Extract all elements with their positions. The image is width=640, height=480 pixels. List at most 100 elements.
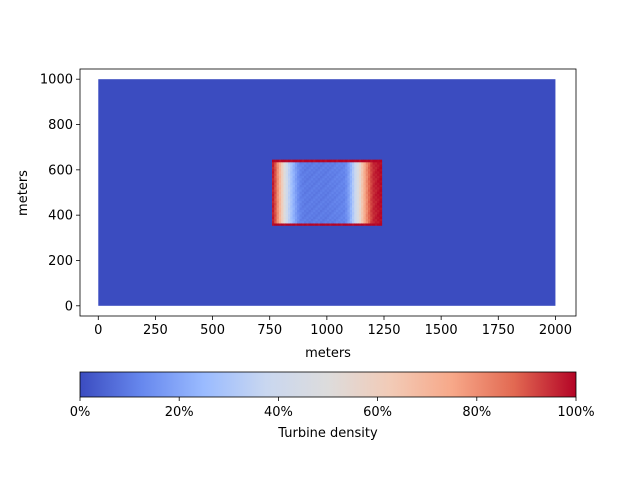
heatmap-cell bbox=[283, 209, 287, 213]
heatmap-cell bbox=[372, 166, 376, 170]
heatmap-farm-cells bbox=[272, 159, 383, 226]
heatmap-cell bbox=[338, 211, 341, 215]
heatmap-cell bbox=[324, 164, 328, 167]
heatmap-cell bbox=[340, 198, 344, 201]
heatmap-cell bbox=[342, 161, 346, 165]
heatmap-cell bbox=[274, 214, 277, 217]
heatmap-cell bbox=[358, 186, 362, 190]
heatmap-cell bbox=[370, 161, 373, 165]
heatmap-cell bbox=[340, 159, 344, 163]
heatmap-cell bbox=[340, 175, 344, 179]
heatmap-cell bbox=[304, 223, 307, 226]
heatmap-cell bbox=[304, 209, 307, 213]
heatmap-cell bbox=[358, 207, 362, 210]
heatmap-cell bbox=[379, 211, 383, 215]
heatmap-cell bbox=[370, 193, 373, 197]
heatmap-cell bbox=[304, 175, 307, 179]
heatmap-cell bbox=[331, 166, 335, 170]
heatmap-cell bbox=[297, 204, 300, 208]
heatmap-cell bbox=[317, 216, 321, 219]
heatmap-cell bbox=[290, 218, 293, 222]
heatmap-cell bbox=[281, 191, 284, 195]
heatmap-cell bbox=[276, 180, 280, 183]
heatmap-cell bbox=[288, 223, 291, 226]
heatmap-cell bbox=[372, 220, 376, 224]
heatmap-cell bbox=[276, 202, 280, 206]
heatmap-cell bbox=[276, 182, 280, 185]
heatmap-cell bbox=[299, 168, 303, 172]
heatmap-cell bbox=[342, 195, 346, 199]
heatmap-cell bbox=[374, 168, 378, 172]
heatmap-cell bbox=[297, 193, 300, 197]
heatmap-cell bbox=[322, 175, 325, 179]
heatmap-cell bbox=[322, 220, 325, 224]
heatmap-cell bbox=[370, 200, 373, 204]
heatmap-cell bbox=[313, 216, 316, 219]
heatmap-cell bbox=[313, 211, 316, 215]
heatmap-cell bbox=[308, 204, 312, 208]
heatmap-cell bbox=[358, 202, 362, 206]
heatmap-cell bbox=[333, 175, 337, 179]
heatmap-cell bbox=[368, 175, 371, 179]
heatmap-cell bbox=[361, 177, 364, 181]
heatmap-cell bbox=[272, 180, 275, 183]
heatmap-cell bbox=[320, 216, 323, 219]
heatmap-cell bbox=[358, 195, 362, 199]
heatmap-cell bbox=[324, 216, 328, 219]
colorbar-gradient bbox=[79, 371, 577, 398]
heatmap-cell bbox=[283, 193, 287, 197]
heatmap-cell bbox=[347, 180, 351, 183]
heatmap-cell bbox=[326, 161, 330, 165]
heatmap-cell bbox=[276, 220, 280, 224]
colorbar-tick-label: 0% bbox=[70, 405, 91, 420]
heatmap-cell bbox=[354, 214, 357, 217]
heatmap-cell bbox=[292, 204, 296, 208]
heatmap-cell bbox=[304, 182, 307, 185]
heatmap-cell bbox=[361, 182, 364, 185]
heatmap-cell bbox=[333, 209, 337, 213]
heatmap-cell bbox=[308, 180, 312, 183]
heatmap-cell bbox=[333, 159, 337, 163]
heatmap-cell bbox=[365, 198, 369, 201]
heatmap-cell bbox=[299, 214, 303, 217]
colorbar-tick-label: 60% bbox=[363, 405, 392, 420]
heatmap-cell bbox=[340, 168, 344, 172]
heatmap-cell bbox=[308, 220, 312, 224]
heatmap-cell bbox=[331, 220, 335, 224]
heatmap-cell bbox=[342, 164, 346, 167]
heatmap-cell bbox=[317, 159, 321, 163]
heatmap-cell bbox=[349, 195, 353, 199]
heatmap-cell bbox=[292, 182, 296, 185]
heatmap-cell bbox=[363, 159, 367, 163]
heatmap-cell bbox=[308, 173, 312, 176]
heatmap-cell bbox=[338, 218, 341, 222]
heatmap-cell bbox=[315, 193, 319, 197]
heatmap-cell bbox=[333, 164, 337, 167]
heatmap-cell bbox=[297, 166, 300, 170]
heatmap-cell bbox=[329, 211, 332, 215]
heatmap-cell bbox=[333, 214, 337, 217]
heatmap-cell bbox=[340, 173, 344, 176]
heatmap-cell bbox=[377, 223, 380, 226]
heatmap-cell bbox=[342, 175, 346, 179]
heatmap-cell bbox=[315, 223, 319, 226]
heatmap-cell bbox=[349, 209, 353, 213]
heatmap-cell bbox=[356, 166, 360, 170]
heatmap-cell bbox=[294, 184, 298, 188]
heatmap-cell bbox=[281, 168, 284, 172]
heatmap-cell bbox=[379, 207, 383, 210]
heatmap-cell bbox=[324, 168, 328, 172]
heatmap-cell bbox=[358, 161, 362, 165]
heatmap-cell bbox=[342, 214, 346, 217]
heatmap-cell bbox=[322, 195, 325, 199]
heatmap-cell bbox=[308, 193, 312, 197]
heatmap-cell bbox=[315, 182, 319, 185]
heatmap-cell bbox=[379, 216, 383, 219]
heatmap-cell bbox=[361, 189, 364, 192]
heatmap-cell bbox=[372, 211, 376, 215]
heatmap-cell bbox=[294, 159, 298, 163]
heatmap-cell bbox=[274, 207, 277, 210]
heatmap-cell bbox=[329, 180, 332, 183]
heatmap-cell bbox=[315, 189, 319, 192]
heatmap-cell bbox=[365, 204, 369, 208]
